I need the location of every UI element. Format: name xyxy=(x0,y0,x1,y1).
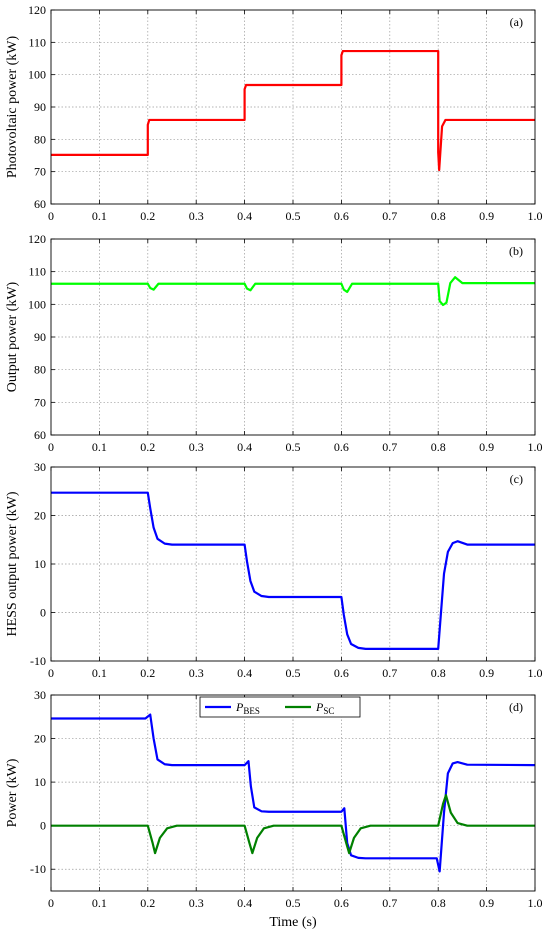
x-tick-label: 0.3 xyxy=(189,440,204,454)
x-tick-label: 0.2 xyxy=(140,209,155,223)
x-tick-label: 1.0 xyxy=(528,209,543,223)
y-tick-label: 30 xyxy=(34,688,46,702)
y-tick-label: 70 xyxy=(34,165,46,179)
x-tick-label: 0.5 xyxy=(286,896,301,910)
chart-panel-d: 0 0.1 0.2 0.3 0.4 0.5 0.6 0.7 0.8 0.9 1.0 -10 0 10 20 3… xyxy=(5,688,543,910)
x-tick-label: 0.5 xyxy=(286,209,301,223)
y-axis-label: Photovoltaic power (kW) xyxy=(5,36,20,179)
x-tick-label: 0.6 xyxy=(334,209,349,223)
x-tick-label: 0.3 xyxy=(189,896,204,910)
x-tick-label: 1.0 xyxy=(528,896,543,910)
y-tick-label: 90 xyxy=(34,330,46,344)
x-tick-label: 0.6 xyxy=(334,896,349,910)
x-tick-label: 0.8 xyxy=(431,440,446,454)
x-tick-label: 0.9 xyxy=(479,440,494,454)
y-tick-label: 120 xyxy=(28,232,46,246)
x-tick-label: 0.1 xyxy=(92,666,107,680)
x-tick-label: 1.0 xyxy=(528,440,543,454)
y-tick-label: 90 xyxy=(34,100,46,114)
x-tick-label: 0.1 xyxy=(92,896,107,910)
x-tick-label: 0.4 xyxy=(237,440,252,454)
y-tick-label: 20 xyxy=(34,732,46,746)
y-tick-label: 100 xyxy=(28,68,46,82)
y-tick-label: 20 xyxy=(34,509,46,523)
x-tick-label: 0.9 xyxy=(479,666,494,680)
plot-frame xyxy=(50,466,536,662)
y-tick-label: -10 xyxy=(30,862,46,876)
x-tick-label: 0.2 xyxy=(140,440,155,454)
series-line-d-sc xyxy=(51,794,535,855)
x-tick-label: 0.4 xyxy=(237,896,252,910)
x-tick-label: 0.7 xyxy=(382,896,397,910)
x-tick-label: 0.5 xyxy=(286,666,301,680)
x-tick-label: 0.6 xyxy=(334,666,349,680)
panel-label: (b) xyxy=(509,244,523,258)
y-tick-label: 10 xyxy=(34,557,46,571)
x-tick-label: 0.1 xyxy=(92,440,107,454)
chart-panel-c: 0 0.1 0.2 0.3 0.4 0.5 0.6 0.7 0.8 0.9 1.0-10010203… xyxy=(5,460,543,680)
legend-entry: PBES xyxy=(235,700,260,716)
y-tick-label: 110 xyxy=(28,35,46,49)
x-tick-label: 0.8 xyxy=(431,896,446,910)
panel-label: (d) xyxy=(509,700,523,714)
series-line-b-0 xyxy=(51,276,535,307)
y-tick-label: 60 xyxy=(34,197,46,211)
x-tick-label: 0.1 xyxy=(92,209,107,223)
series-line-a-0 xyxy=(51,49,535,172)
panel-label: (c) xyxy=(510,472,523,486)
x-tick-label: 1.0 xyxy=(528,666,543,680)
plot-frame xyxy=(50,694,536,892)
plot-frame xyxy=(50,238,536,436)
y-tick-label: 60 xyxy=(34,428,46,442)
y-tick-label: -10 xyxy=(30,654,46,668)
x-tick-label: 0.4 xyxy=(237,209,252,223)
plot-frame xyxy=(50,9,536,205)
series-line-c-0 xyxy=(51,491,535,650)
y-tick-label: 30 xyxy=(34,460,46,474)
series-line-d-bes xyxy=(51,713,536,873)
legend: PBES PSC xyxy=(199,696,361,718)
x-tick-label: 0.8 xyxy=(431,209,446,223)
y-axis-label: Output power (kW) xyxy=(5,281,20,392)
y-tick-label: 120 xyxy=(28,3,46,17)
x-tick-label: 0.7 xyxy=(382,440,397,454)
x-tick-label: 0.3 xyxy=(189,209,204,223)
x-tick-label: 0.4 xyxy=(237,666,252,680)
panel-label: (a) xyxy=(510,15,523,29)
chart-panel-a: 0 0.1 0.2 0.3 0.4 0.5 0.6 0.7 0.8 0.9 1.0 60 70 80 90 1… xyxy=(5,3,543,223)
x-tick-label: 0 xyxy=(48,896,54,910)
y-tick-label: 80 xyxy=(34,363,46,377)
x-tick-label: 0.9 xyxy=(479,209,494,223)
x-tick-label: 0.6 xyxy=(334,440,349,454)
x-tick-label: 0.7 xyxy=(382,209,397,223)
x-tick-label: 0 xyxy=(48,209,54,223)
x-tick-label: 0 xyxy=(48,666,54,680)
legend-box xyxy=(199,696,361,718)
y-tick-label: 0 xyxy=(40,819,46,833)
x-tick-label: 0.9 xyxy=(479,896,494,910)
y-tick-label: 80 xyxy=(34,132,46,146)
x-tick-label: 0.2 xyxy=(140,896,155,910)
x-tick-label: 0.2 xyxy=(140,666,155,680)
x-tick-label: 0.3 xyxy=(189,666,204,680)
x-axis-label-d: Time (s) xyxy=(269,915,317,930)
chart-panel-b: 0 0.1 0.2 0.3 0.4 0.5 0.6 0.7 0.8 0.9 1.0 60 70 80 90 1… xyxy=(5,232,543,454)
x-tick-label: 0.5 xyxy=(286,440,301,454)
x-tick-label: 0.7 xyxy=(382,666,397,680)
y-tick-label: 70 xyxy=(34,395,46,409)
y-tick-label: 110 xyxy=(28,265,46,279)
legend-entry: PSC xyxy=(315,700,334,716)
y-tick-label: 10 xyxy=(34,775,46,789)
y-axis-label: HESS output power (kW) xyxy=(5,491,20,636)
y-tick-label: 0 xyxy=(40,606,46,620)
y-axis-label: Power (kW) xyxy=(5,758,20,827)
x-tick-label: 0 xyxy=(48,440,54,454)
y-tick-label: 100 xyxy=(28,297,46,311)
x-tick-label: 0.8 xyxy=(431,666,446,680)
